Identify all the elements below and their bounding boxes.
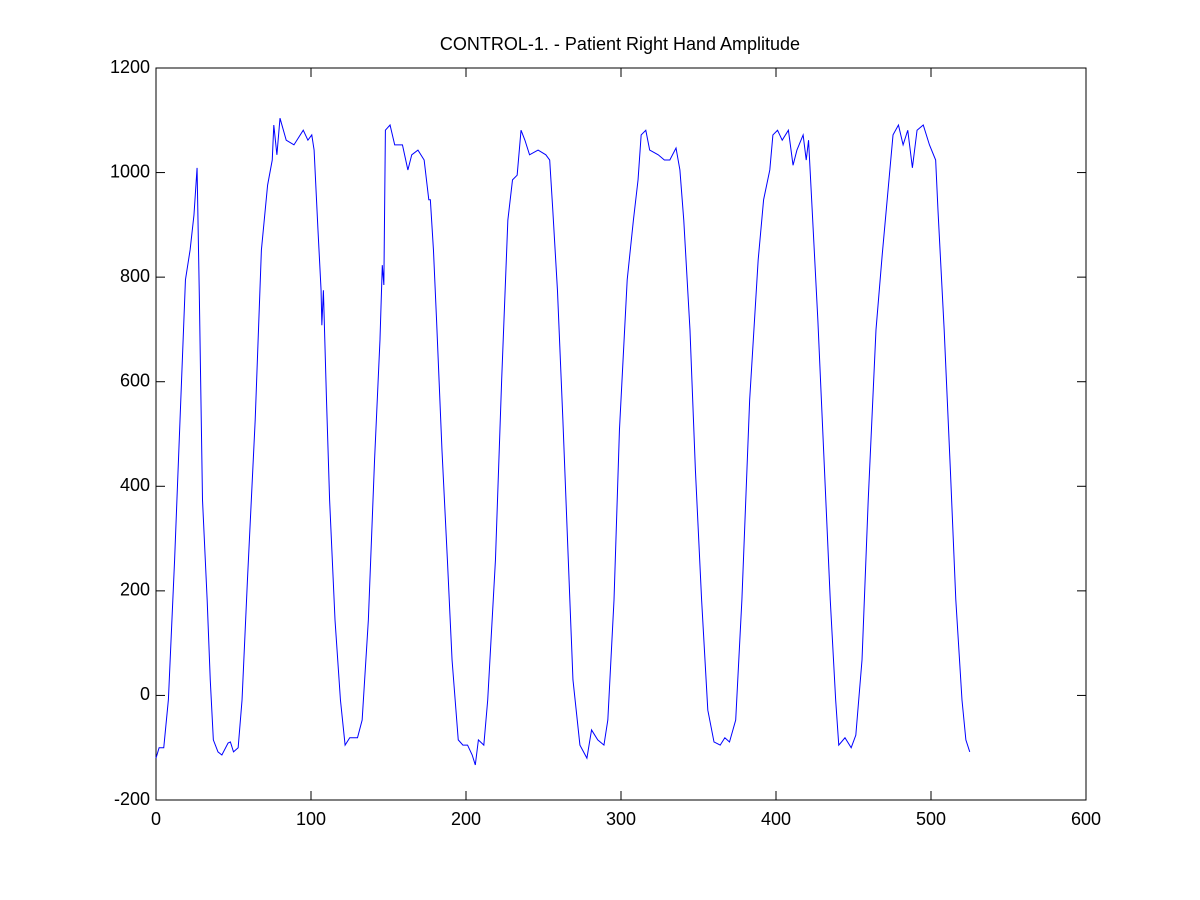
y-tick-label: 1200 [110,57,150,77]
y-tick-label: 400 [120,475,150,495]
chart-title: CONTROL-1. - Patient Right Hand Amplitud… [440,34,800,54]
x-tick-label: 400 [761,809,791,829]
x-tick-label: 300 [606,809,636,829]
y-tick-label: 800 [120,266,150,286]
data-line [155,118,971,766]
x-tick-label: 500 [916,809,946,829]
x-tick-label: 100 [296,809,326,829]
x-tick-label: 600 [1071,809,1101,829]
y-tick-label: 200 [120,580,150,600]
y-tick-label: -200 [114,789,150,809]
y-tick-label: 1000 [110,161,150,181]
y-tick-label: 0 [140,684,150,704]
x-tick-label: 0 [151,809,161,829]
x-tick-label: 200 [451,809,481,829]
y-tick-label: 600 [120,370,150,390]
